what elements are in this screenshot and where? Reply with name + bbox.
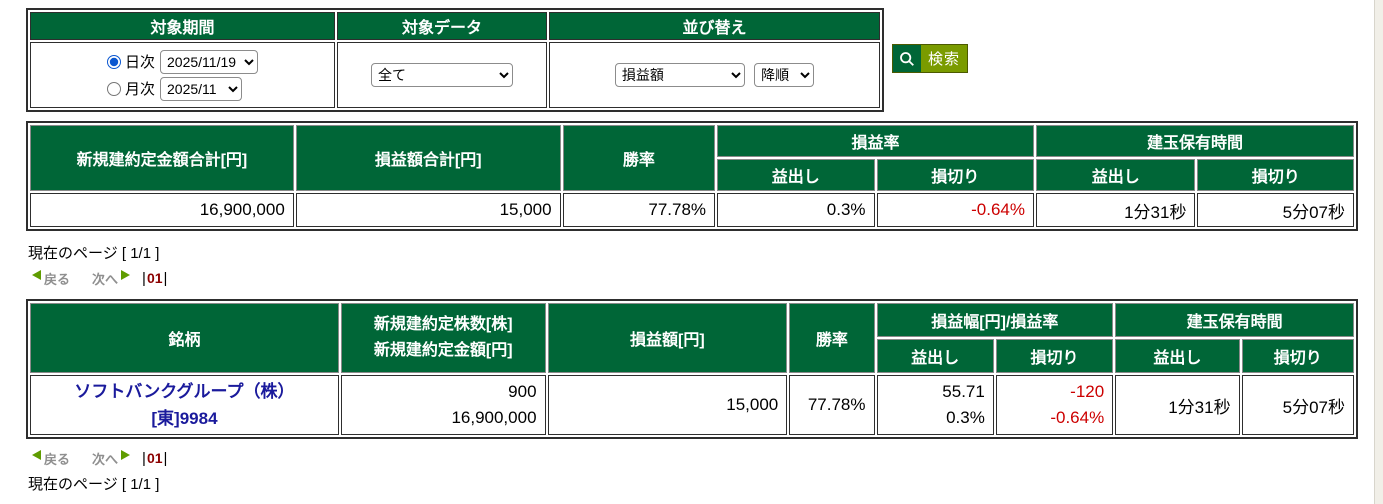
daily-date-select[interactable]: 2025/11/19	[160, 49, 258, 74]
detail-header-win-rate: 勝率	[789, 303, 875, 373]
summary-pl-total: 15,000	[295, 193, 561, 227]
detail-subheader-loss-cut-time: 損切り	[1241, 339, 1354, 373]
summary-subheader-loss-cut-time: 損切り	[1197, 159, 1354, 191]
back-arrow-icon[interactable]	[32, 270, 41, 280]
search-button[interactable]: 検索	[892, 44, 969, 73]
summary-header-hold-time-group: 建玉保有時間	[1036, 125, 1354, 157]
page-number-link[interactable]: 01	[146, 450, 163, 466]
detail-profit-width-rate: 55.71 0.3%	[876, 375, 994, 435]
pagination-top: 戻る 次へ | 01 |	[32, 269, 1383, 287]
detail-table: 銘柄 新規建約定株数[株] 新規建約定金額[円] 損益額[円] 勝率 損益幅[円…	[26, 299, 1358, 439]
summary-win-rate: 77.78%	[562, 193, 716, 227]
back-link[interactable]: 戻る	[44, 451, 71, 467]
stock-cell: ソフトバンクグループ（株） [東]9984	[30, 375, 339, 435]
page-separator: |	[163, 269, 168, 287]
filter-period-cell: 日次 2025/11/19 月次 2025/11	[30, 42, 335, 108]
detail-shares-amount: 900 16,900,000	[340, 375, 546, 435]
filter-header-sort: 並び替え	[549, 12, 880, 40]
daily-radio-label: 日次	[124, 54, 155, 71]
pagination-bottom: 戻る 次へ | 01 |	[32, 449, 1383, 467]
summary-header-amount-total: 新規建約定金額合計[円]	[30, 125, 294, 191]
summary-profit-time: 1分31秒	[1036, 193, 1196, 227]
detail-header-pl: 損益額[円]	[547, 303, 788, 373]
sort-order-select[interactable]: 降順	[754, 63, 815, 87]
detail-loss-time: 5分07秒	[1241, 375, 1354, 435]
filter-header-period: 対象期間	[30, 12, 335, 40]
detail-row: ソフトバンクグループ（株） [東]9984 900 16,900,000 15,…	[30, 375, 1354, 435]
summary-profit-rate: 0.3%	[717, 193, 875, 227]
summary-loss-rate: -0.64%	[876, 193, 1034, 227]
summary-header-win-rate: 勝率	[562, 125, 716, 191]
monthly-radio[interactable]	[106, 81, 121, 96]
next-arrow-icon[interactable]	[121, 450, 131, 460]
back-arrow-icon[interactable]	[32, 450, 41, 460]
back-link[interactable]: 戻る	[44, 271, 71, 287]
page-separator: |	[142, 269, 146, 287]
page-number-link[interactable]: 01	[146, 270, 163, 286]
stock-link[interactable]: ソフトバンクグループ（株） [東]9984	[39, 378, 330, 432]
summary-loss-time: 5分07秒	[1197, 193, 1354, 227]
monthly-date-select[interactable]: 2025/11	[160, 76, 242, 101]
filter-data-cell: 全て	[337, 42, 547, 108]
detail-loss-width-rate: -120 -0.64%	[995, 375, 1114, 435]
detail-header-hold-time-group: 建玉保有時間	[1115, 303, 1354, 337]
next-link[interactable]: 次へ	[92, 271, 119, 287]
detail-pl: 15,000	[547, 375, 788, 435]
summary-header-pl-rate-group: 損益率	[717, 125, 1034, 157]
summary-amount-total: 16,900,000	[30, 193, 294, 227]
summary-subheader-profit-out: 益出し	[717, 159, 875, 191]
detail-profit-time: 1分31秒	[1115, 375, 1240, 435]
page-separator: |	[142, 449, 146, 467]
daily-radio[interactable]	[106, 54, 121, 69]
summary-subheader-loss-cut: 損切り	[876, 159, 1034, 191]
search-button-label: 検索	[928, 51, 961, 68]
current-page-label-top: 現在のページ [ 1/1 ]	[28, 245, 160, 262]
summary-row: 16,900,000 15,000 77.78% 0.3% -0.64% 1分3…	[30, 193, 1354, 227]
monthly-radio-label: 月次	[124, 81, 155, 98]
detail-subheader-profit-out-time: 益出し	[1115, 339, 1240, 373]
sort-field-select[interactable]: 損益額	[614, 63, 745, 87]
scrollbar[interactable]	[1374, 0, 1383, 504]
filter-sort-cell: 損益額 降順	[549, 42, 880, 108]
stock-name: ソフトバンクグループ（株）	[74, 382, 295, 401]
detail-header-pl-width-group: 損益幅[円]/損益率	[876, 303, 1114, 337]
next-arrow-icon[interactable]	[121, 270, 131, 280]
current-page-label-bottom: 現在のページ [ 1/1 ]	[28, 476, 160, 493]
filter-header-data: 対象データ	[337, 12, 547, 40]
summary-subheader-profit-out-time: 益出し	[1036, 159, 1196, 191]
target-data-select[interactable]: 全て	[371, 63, 513, 87]
filter-table: 対象期間 対象データ 並び替え 日次 2025/11/19	[26, 8, 884, 112]
detail-header-shares: 新規建約定株数[株] 新規建約定金額[円]	[340, 303, 546, 373]
page-separator: |	[163, 449, 168, 467]
summary-table: 新規建約定金額合計[円] 損益額合計[円] 勝率 損益率 建玉保有時間 益出し …	[26, 121, 1358, 231]
stock-code: [東]9984	[151, 409, 218, 428]
next-link[interactable]: 次へ	[92, 451, 119, 467]
search-icon	[893, 45, 921, 72]
detail-subheader-profit-out: 益出し	[876, 339, 994, 373]
detail-header-symbol: 銘柄	[30, 303, 339, 373]
detail-subheader-loss-cut: 損切り	[995, 339, 1114, 373]
detail-win-rate: 77.78%	[789, 375, 875, 435]
summary-header-pl-total: 損益額合計[円]	[295, 125, 561, 191]
filter-bar: 対象期間 対象データ 並び替え 日次 2025/11/19	[26, 8, 1383, 112]
